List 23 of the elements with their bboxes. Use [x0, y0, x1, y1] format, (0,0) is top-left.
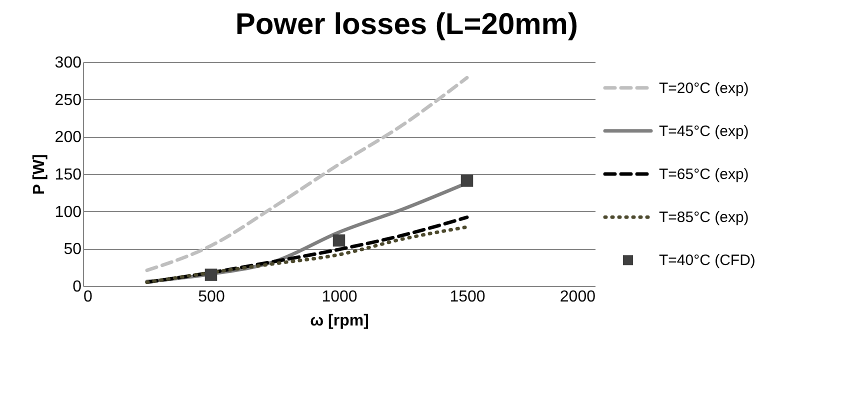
x-tick-label: 1000 — [322, 288, 358, 306]
point — [332, 234, 346, 247]
legend-label: T=40°C (CFD) — [659, 252, 756, 270]
y-tick-label: 200 — [54, 129, 82, 146]
x-tick-label: 2000 — [560, 288, 596, 306]
legend-label: T=45°C (exp) — [659, 122, 749, 140]
y-tick-label: 150 — [54, 166, 82, 184]
point — [460, 174, 474, 187]
point — [204, 268, 218, 281]
legend-label: T=65°C (exp) — [659, 166, 749, 183]
x-tick-label: 500 — [198, 288, 225, 306]
y-axis-title: P [W] — [30, 154, 48, 195]
line-series — [145, 76, 469, 272]
chart-title: Power losses (L=20mm) — [235, 8, 578, 41]
y-tick-label: 250 — [54, 92, 82, 109]
x-axis-title: ω [rpm] — [310, 312, 369, 330]
legend-label: T=20°C (exp) — [659, 80, 749, 97]
y-tick-label: 50 — [64, 241, 82, 258]
y-tick-label: 300 — [54, 54, 82, 72]
y-tick-label: 100 — [54, 204, 82, 221]
x-tick-label: 0 — [84, 288, 92, 306]
legend-label: T=85°C (exp) — [659, 209, 749, 226]
x-tick-label: 1500 — [450, 288, 486, 306]
